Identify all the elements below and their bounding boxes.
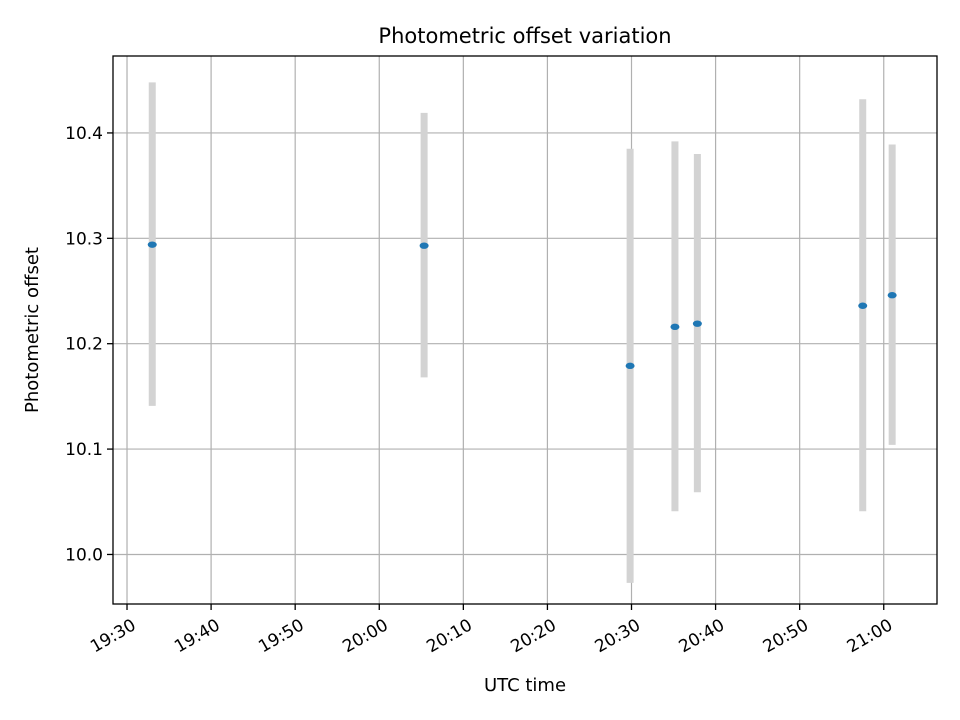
x-tick-label: 20:20 [507,615,559,657]
y-tick-label: 10.1 [65,440,103,460]
y-tick-label: 10.3 [65,229,103,249]
x-axis-label: UTC time [484,675,566,696]
tick-layer: 19:30 19:40 19:50 20:00 20:10 20:20 20:30 20:40… [65,124,896,657]
x-tick-label: 20:00 [339,615,391,657]
data-point [887,292,897,299]
x-tick-label: 19:50 [255,615,307,657]
x-tick-label: 20:10 [423,615,475,657]
data-point [147,241,157,248]
plot-frame [112,55,938,605]
data-point [670,323,680,331]
x-tick-label: 20:40 [676,615,728,657]
y-tick-label: 10.4 [65,124,103,144]
data-point [692,320,702,327]
y-tick-label: 10.0 [65,545,103,565]
chart-title: Photometric offset variation [378,24,671,48]
data-point [625,362,635,370]
x-tick-label: 19:30 [87,615,139,657]
x-tick-label: 20:30 [592,615,644,657]
y-tick-label: 10.2 [65,335,103,355]
x-tick-label: 19:40 [171,615,223,657]
x-tick-label: 21:00 [844,615,896,657]
data-layer [147,82,897,583]
data-point [858,302,868,309]
y-axis-label: Photometric offset [22,247,43,413]
grid-layer [113,56,937,604]
data-point [419,242,429,249]
x-tick-label: 20:50 [760,615,812,657]
